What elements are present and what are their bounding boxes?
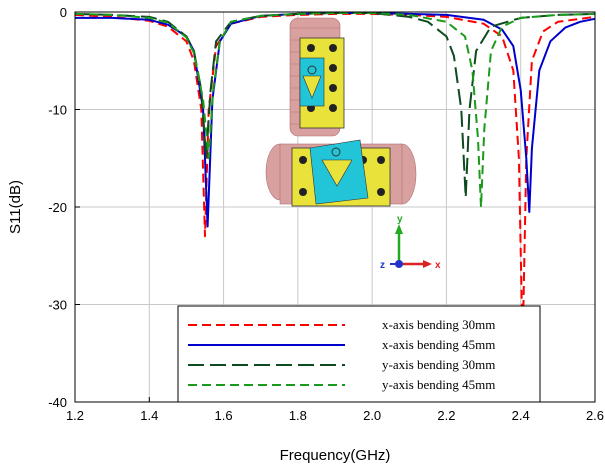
axis-letter-y: y [397,214,403,225]
x-tick-label: 2.4 [512,408,530,423]
x-tick-label: 2.0 [363,408,381,423]
legend-label-3: y-axis bending 30mm [382,357,495,372]
legend-label-2: x-axis bending 45mm [382,337,495,352]
x-tick-label: 1.2 [66,408,84,423]
coordinate-axes-icon: y z x [380,214,441,271]
x-tick-label: 1.6 [215,408,233,423]
axis-letter-z: z [380,260,385,271]
y-tick-label: 0 [60,5,67,20]
legend-label-1: x-axis bending 30mm [382,317,495,332]
x-tick-label: 2.2 [437,408,455,423]
y-axis-title: S11(dB) [7,180,24,234]
series-line-3 [74,12,596,199]
y-tick-label: -30 [48,298,67,313]
legend: x-axis bending 30mm x-axis bending 45mm y-… [177,305,541,403]
antenna-x-bend-image [265,139,417,207]
x-tick-label: 1.8 [289,408,307,423]
antenna-y-bend-image [289,17,345,137]
bent-antenna-illustration: y z x [265,17,441,271]
x-tick-label: 2.6 [586,408,604,423]
axis-ticks: 1.2 1.4 1.6 1.8 2.0 2.2 2.4 2.6 0 -10 -20 -30 -40 [48,5,604,423]
y-tick-label: -10 [48,103,67,118]
axis-letter-x: x [435,260,441,271]
x-axis-title: Frequency(GHz) [280,447,391,464]
legend-label-4: y-axis bending 45mm [382,377,495,392]
y-tick-label: -40 [48,395,67,410]
series-lines [74,12,596,350]
y-tick-label: -20 [48,200,67,215]
x-tick-label: 1.4 [140,408,158,423]
